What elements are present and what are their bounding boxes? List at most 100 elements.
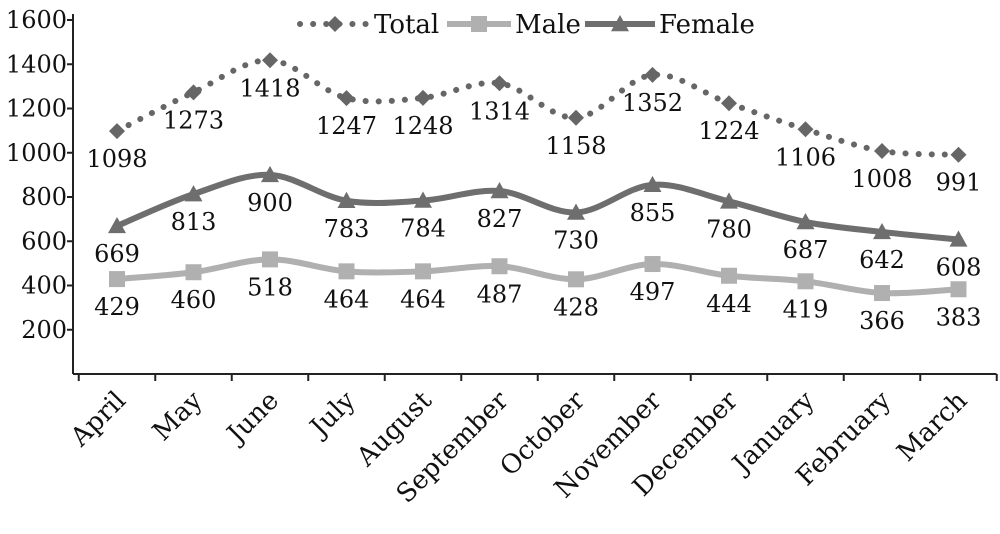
data-point-female bbox=[337, 191, 356, 208]
legend-marker-male bbox=[471, 16, 487, 32]
data-point-total bbox=[797, 121, 814, 138]
data-label-total: 1314 bbox=[469, 97, 530, 125]
data-point-total bbox=[338, 90, 355, 107]
data-point-total bbox=[262, 52, 278, 69]
data-point-total bbox=[491, 75, 508, 92]
data-label-total: 1247 bbox=[316, 112, 377, 140]
y-tick-label: 1400 bbox=[6, 50, 67, 78]
data-label-female: 813 bbox=[171, 208, 217, 236]
legend-label-male: Male bbox=[515, 10, 581, 40]
data-label-total: 1273 bbox=[163, 106, 224, 134]
data-label-total: 1098 bbox=[86, 145, 147, 173]
data-label-female: 642 bbox=[859, 246, 905, 274]
data-label-total: 991 bbox=[936, 169, 982, 197]
data-label-male: 464 bbox=[324, 285, 370, 313]
data-point-female bbox=[414, 191, 432, 208]
y-tick-label: 1600 bbox=[6, 6, 67, 34]
data-point-total bbox=[415, 89, 431, 106]
data-point-male bbox=[415, 263, 431, 280]
data-label-total: 1106 bbox=[775, 143, 836, 171]
legend: Total Male Female bbox=[297, 10, 755, 40]
data-point-total bbox=[721, 95, 737, 112]
data-label-female: 900 bbox=[247, 189, 293, 217]
data-label-female: 780 bbox=[706, 215, 752, 243]
data-label-male: 464 bbox=[400, 285, 446, 313]
data-label-female: 687 bbox=[783, 236, 829, 264]
data-point-male bbox=[874, 285, 890, 302]
data-point-male bbox=[568, 271, 584, 288]
data-point-male bbox=[797, 273, 814, 290]
data-point-female bbox=[949, 230, 968, 247]
data-point-female bbox=[108, 216, 126, 234]
data-point-female bbox=[643, 175, 662, 193]
y-tick-label: 800 bbox=[21, 183, 67, 211]
data-point-total bbox=[874, 142, 890, 159]
legend-marker-total bbox=[327, 16, 343, 32]
data-point-male bbox=[338, 263, 355, 280]
data-point-female bbox=[873, 222, 891, 240]
data-label-male: 497 bbox=[630, 278, 676, 306]
legend-label-total: Total bbox=[374, 10, 439, 40]
data-label-total: 1158 bbox=[545, 132, 606, 160]
y-tick-label: 400 bbox=[21, 272, 67, 300]
data-point-female bbox=[184, 185, 203, 202]
legend-item-male: Male bbox=[447, 10, 581, 40]
data-label-total: 1224 bbox=[698, 117, 759, 145]
data-label-female: 730 bbox=[553, 226, 599, 254]
data-label-female: 783 bbox=[324, 215, 370, 243]
y-tick-label: 200 bbox=[21, 316, 67, 344]
data-label-male: 419 bbox=[783, 295, 829, 323]
data-labels: 1098 1273 1418 1247 1248 1314 1158 1352 1224 1106… bbox=[86, 74, 981, 335]
data-label-total: 1248 bbox=[392, 112, 453, 140]
data-point-male bbox=[262, 251, 278, 268]
data-point-total bbox=[568, 109, 584, 126]
data-point-female bbox=[567, 203, 585, 220]
data-point-female bbox=[261, 165, 279, 183]
data-point-male bbox=[185, 264, 202, 281]
legend-label-female: Female bbox=[659, 10, 755, 40]
data-point-male bbox=[109, 271, 125, 288]
data-label-female: 784 bbox=[400, 215, 446, 243]
data-label-total: 1418 bbox=[239, 74, 300, 102]
data-label-male: 383 bbox=[936, 303, 982, 331]
data-point-male bbox=[491, 258, 508, 275]
data-point-male bbox=[644, 256, 661, 273]
series-male bbox=[109, 251, 967, 302]
data-label-male: 444 bbox=[706, 290, 752, 318]
legend-marker-female bbox=[611, 15, 629, 32]
legend-item-female: Female bbox=[585, 10, 755, 40]
x-tick-label: April bbox=[64, 386, 132, 454]
series-line-female bbox=[114, 171, 962, 243]
x-tick-label: March bbox=[892, 386, 974, 468]
data-label-male: 428 bbox=[553, 293, 599, 321]
data-label-male: 487 bbox=[477, 280, 523, 308]
x-tick-label: May bbox=[147, 386, 209, 448]
y-tick-label: 1200 bbox=[6, 95, 67, 123]
data-point-male bbox=[950, 281, 967, 298]
data-label-female: 855 bbox=[630, 199, 676, 227]
legend-item-total: Total bbox=[297, 10, 439, 40]
y-tick-label: 600 bbox=[21, 227, 67, 255]
data-point-total bbox=[644, 66, 661, 83]
data-point-total bbox=[109, 123, 125, 140]
data-label-female: 669 bbox=[94, 240, 140, 268]
data-point-total bbox=[950, 146, 967, 163]
data-label-female: 608 bbox=[936, 253, 982, 281]
data-label-male: 429 bbox=[94, 293, 140, 321]
x-tick-label: June bbox=[220, 386, 285, 451]
data-point-total bbox=[185, 84, 202, 101]
y-tick-label: 1000 bbox=[6, 139, 67, 167]
series-female bbox=[108, 165, 968, 247]
series-total bbox=[109, 52, 967, 163]
data-point-female bbox=[796, 213, 815, 230]
data-label-male: 366 bbox=[859, 307, 905, 335]
series-line-male bbox=[114, 256, 962, 297]
data-label-total: 1352 bbox=[622, 89, 683, 117]
data-label-male: 518 bbox=[247, 273, 293, 301]
data-label-total: 1008 bbox=[851, 165, 912, 193]
data-point-female bbox=[720, 192, 738, 209]
data-label-female: 827 bbox=[477, 205, 523, 233]
series-group bbox=[108, 52, 968, 302]
